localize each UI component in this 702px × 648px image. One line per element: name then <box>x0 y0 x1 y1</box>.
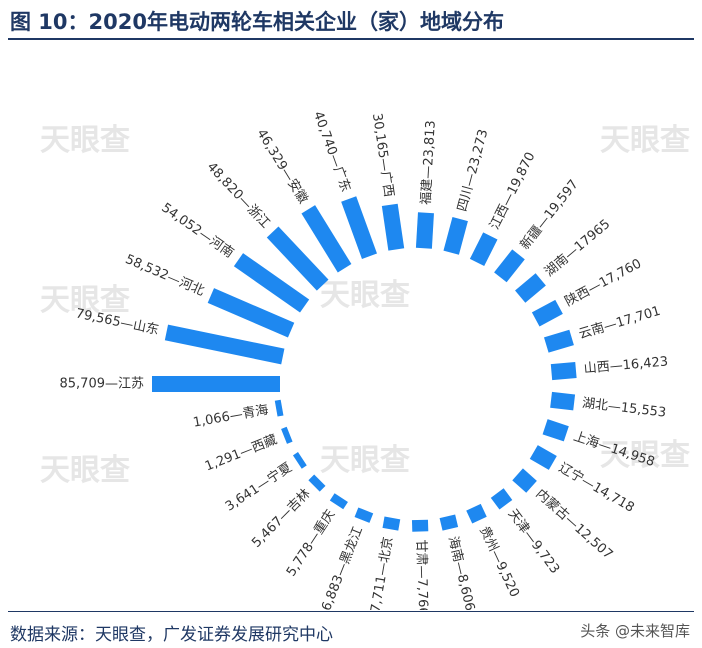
bar-label-北京: 7,711—北京 <box>368 536 396 610</box>
bar-陕西 <box>531 299 563 327</box>
bar-label-云南: 云南—17,701 <box>577 303 663 343</box>
bar-浙江 <box>266 226 329 291</box>
title-rule <box>8 38 694 40</box>
bar-label-甘肃: 甘肃—7,766 <box>413 539 430 610</box>
bar-label-黑龙江: 6,883—黑龙江 <box>319 525 366 610</box>
footer-rule <box>8 611 694 612</box>
bar-label-山西: 山西—16,423 <box>583 354 668 376</box>
bar-辽宁 <box>529 445 557 470</box>
source-note: 数据来源：天眼查，广发证券发展研究中心 <box>10 625 333 645</box>
bar-label-湖南: 湖南—17965 <box>541 216 613 280</box>
bar-label-上海: 上海—14,958 <box>572 429 657 470</box>
bar-内蒙古 <box>512 468 537 493</box>
bar-山东 <box>164 324 285 365</box>
bar-label-四川: 四川—23,273 <box>455 128 491 214</box>
bar-新疆 <box>494 249 525 283</box>
bar-label-新疆: 新疆—19,597 <box>517 177 582 253</box>
radial-bar-chart: 85,709—江苏 79,565—山东 58,532—河北54,052—河南48,8… <box>60 110 669 610</box>
bar-label-山东: 79,565—山东 <box>74 306 160 338</box>
bar-label-湖北: 湖北—15,553 <box>581 396 667 421</box>
bar-河南 <box>233 253 310 313</box>
bar-label-江苏: 85,709—江苏 <box>60 376 145 392</box>
bar-四川 <box>443 216 468 255</box>
bar-吉林 <box>308 474 326 492</box>
bar-北京 <box>382 516 401 531</box>
bar-label-河南: 54,052—河南 <box>158 200 236 262</box>
chart-title: 图 10：2020年电动两轮车相关企业（家）地域分布 <box>10 10 504 34</box>
bar-福建 <box>415 212 434 249</box>
credit-note: 头条 @未来智库 <box>580 622 690 640</box>
bar-青海 <box>274 399 284 417</box>
bar-山西 <box>550 362 577 381</box>
bar-label-浙江: 48,820—浙江 <box>204 160 273 232</box>
bar-宁夏 <box>292 452 307 469</box>
bar-label-福建: 福建—23,813 <box>419 120 439 205</box>
bar-江西 <box>469 232 498 267</box>
bar-重庆 <box>329 493 348 510</box>
bar-label-西藏: 1,291—西藏 <box>203 432 279 474</box>
bar-西藏 <box>281 426 293 444</box>
bar-湖北 <box>550 391 576 411</box>
bar-label-河北: 58,532—河北 <box>123 252 207 299</box>
bar-广东 <box>341 196 378 259</box>
bar-安徽 <box>301 205 352 273</box>
bar-label-青海: 1,066—青海 <box>192 403 270 431</box>
bar-label-江西: 江西—19,870 <box>487 150 538 232</box>
bar-label-贵州: 贵州—9,520 <box>476 524 522 599</box>
bar-label-辽宁: 辽宁—14,718 <box>556 460 637 516</box>
bar-label-广西: 30,165—广西 <box>369 112 396 198</box>
bar-label-海南: 海南—8,606 <box>445 535 478 610</box>
bar-label-陕西: 陕西—17,760 <box>563 256 644 309</box>
bar-河北 <box>207 288 295 338</box>
bar-广西 <box>381 203 405 251</box>
bar-label-天津: 天津—9,723 <box>505 507 563 577</box>
bar-label-安徽: 46,329—安徽 <box>253 127 310 207</box>
bar-天津 <box>490 488 513 510</box>
bar-海南 <box>439 514 459 531</box>
bar-贵州 <box>466 503 487 524</box>
bar-云南 <box>543 329 574 353</box>
bar-黑龙江 <box>354 507 374 523</box>
bar-label-广东: 40,740—广东 <box>310 110 353 195</box>
bar-湖南 <box>515 273 546 303</box>
bar-上海 <box>542 419 569 442</box>
